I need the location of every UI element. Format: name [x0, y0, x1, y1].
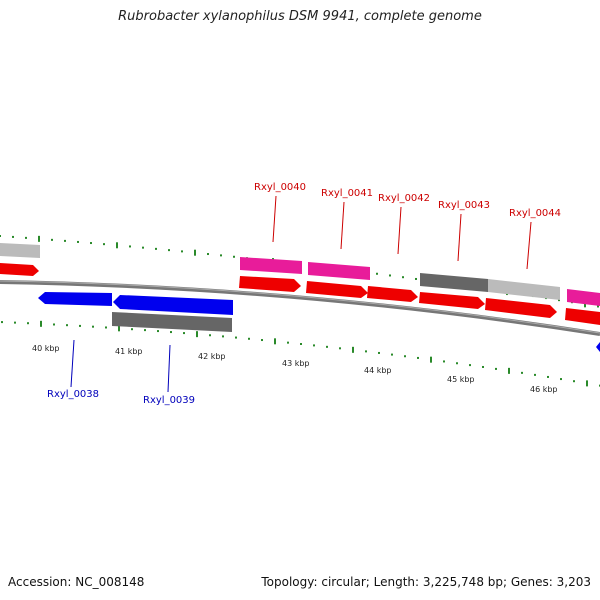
- cds-arrow-left-red[interactable]: [0, 263, 39, 276]
- gene-label-leader: [397, 206, 402, 255]
- feature-bar-rxyl-0043-dark[interactable]: [420, 273, 488, 292]
- gene-label-bottom[interactable]: Rxyl_0038: [47, 389, 99, 400]
- feature-bar-rxyl-0041[interactable]: [308, 262, 370, 280]
- gene-labels: Rxyl_0040 Rxyl_0041 Rxyl_0042 Rxyl_0043 Rxyl…: [47, 182, 561, 406]
- cds-arrow-rxyl-0043[interactable]: [419, 292, 485, 309]
- scale-label: 42 kbp: [198, 352, 226, 361]
- feature-track: [0, 243, 600, 352]
- cds-arrow-rxyl-0041[interactable]: [306, 281, 368, 298]
- gene-label-leader: [70, 339, 75, 388]
- gene-label-top[interactable]: Rxyl_0043: [438, 200, 490, 211]
- gene-label-top[interactable]: Rxyl_0041: [321, 188, 373, 199]
- scale-label: 40 kbp: [32, 344, 60, 353]
- scale-label: 44 kbp: [364, 366, 392, 375]
- scale-label: 45 kbp: [447, 375, 475, 384]
- cds-arrow-right-red[interactable]: [565, 308, 600, 325]
- scale-label: 46 kbp: [530, 385, 558, 394]
- gene-label-leader: [457, 213, 462, 262]
- scale-labels: 40 kbp 41 kbp 42 kbp 43 kbp 44 kbp 45 kbp 46 k…: [32, 344, 558, 394]
- sequence-backbone-highlight: [0, 280, 600, 334]
- cds-arrow-rxyl-0042[interactable]: [367, 286, 418, 302]
- gene-label-leader: [272, 195, 277, 243]
- gene-label-bottom[interactable]: Rxyl_0039: [143, 395, 195, 406]
- feature-bar-right-magenta[interactable]: [567, 289, 600, 306]
- genome-summary: Topology: circular; Length: 3,225,748 bp…: [261, 575, 591, 589]
- gene-label-leader: [526, 221, 532, 270]
- cds-arrow-rxyl-0038[interactable]: [38, 292, 112, 306]
- gene-label-leader: [167, 344, 171, 393]
- gene-label-leader: [340, 201, 345, 250]
- gene-label-top[interactable]: Rxyl_0040: [254, 182, 306, 193]
- feature-bar-left-gray[interactable]: [0, 243, 40, 258]
- sequence-backbone: [0, 280, 600, 336]
- cds-arrow-rxyl-0044[interactable]: [485, 298, 557, 318]
- scale-label: 41 kbp: [115, 347, 143, 356]
- cds-arrow-rxyl-0040[interactable]: [239, 276, 301, 292]
- cds-arrow-right-blue[interactable]: [596, 342, 600, 352]
- bottom-tick-track: [1, 320, 600, 387]
- gene-label-top[interactable]: Rxyl_0044: [509, 208, 561, 219]
- cds-arrow-rxyl-0039[interactable]: [113, 295, 233, 315]
- scale-label: 43 kbp: [282, 359, 310, 368]
- feature-bar-rxyl-0039-gray[interactable]: [112, 312, 232, 332]
- feature-bar-rxyl-0040[interactable]: [240, 257, 302, 274]
- gene-label-top[interactable]: Rxyl_0042: [378, 193, 430, 204]
- accession-label: Accession: NC_008148: [8, 575, 145, 589]
- feature-bar-rxyl-0044-light[interactable]: [488, 279, 560, 300]
- map-title: Rubrobacter xylanophilus DSM 9941, compl…: [118, 9, 482, 24]
